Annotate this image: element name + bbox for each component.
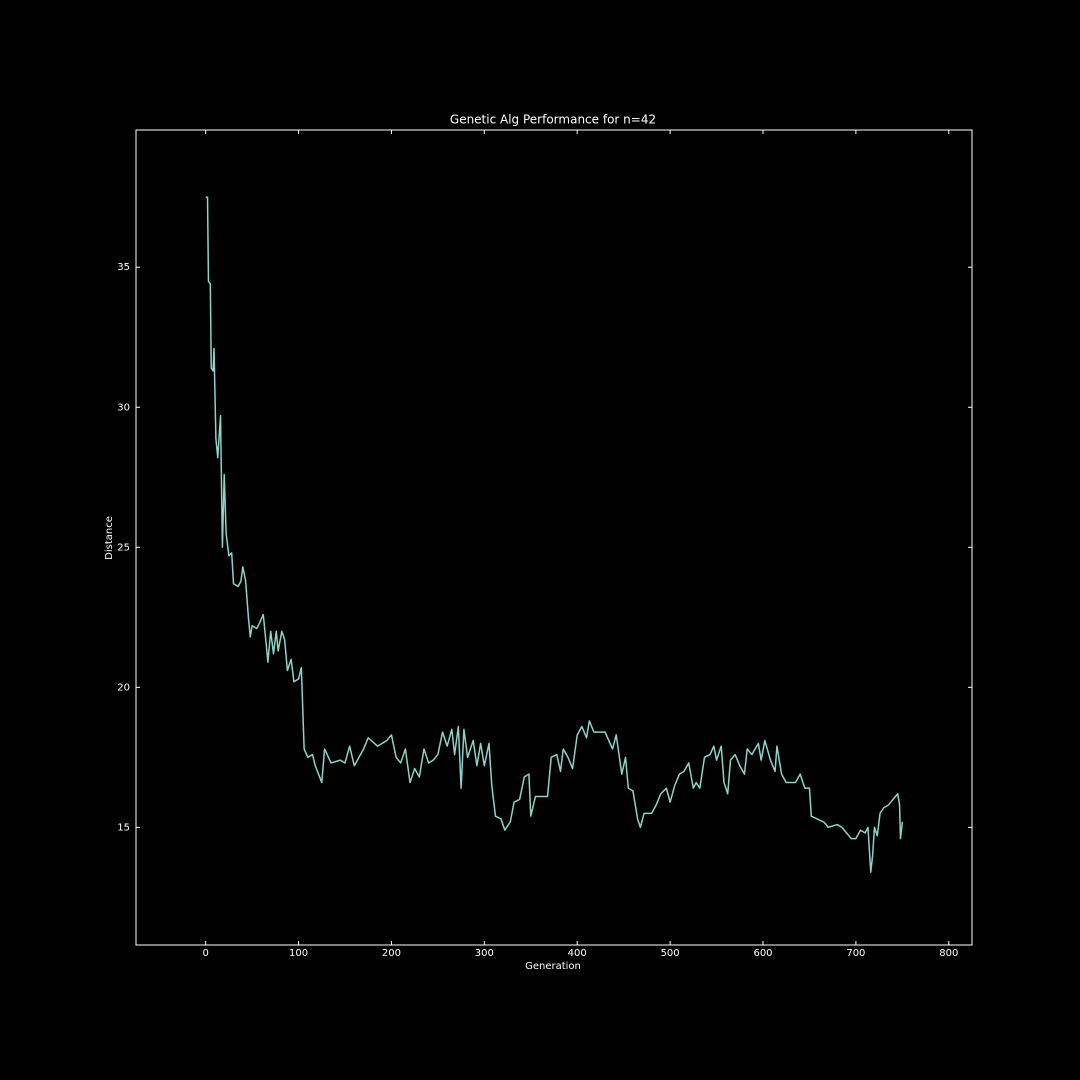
y-tick-label: 15 bbox=[117, 822, 130, 833]
x-tick-label: 600 bbox=[753, 948, 772, 959]
y-tick-label: 30 bbox=[117, 402, 130, 413]
chart-title: Genetic Alg Performance for n=42 bbox=[450, 113, 656, 127]
x-tick-label: 800 bbox=[939, 948, 958, 959]
plot-frame bbox=[135, 129, 973, 946]
y-axis-label: Distance bbox=[104, 516, 115, 560]
x-tick-label: 0 bbox=[202, 948, 208, 959]
x-tick-label: 500 bbox=[661, 948, 680, 959]
y-tick-label: 35 bbox=[117, 262, 130, 273]
y-tick-label: 20 bbox=[117, 682, 130, 693]
x-tick-label: 100 bbox=[289, 948, 308, 959]
x-tick-label: 700 bbox=[846, 948, 865, 959]
x-axis-label: Generation bbox=[525, 961, 581, 972]
x-tick-label: 300 bbox=[475, 948, 494, 959]
data-line bbox=[205, 196, 904, 873]
y-tick-label: 25 bbox=[117, 542, 130, 553]
x-tick-label: 200 bbox=[382, 948, 401, 959]
x-tick-label: 400 bbox=[568, 948, 587, 959]
